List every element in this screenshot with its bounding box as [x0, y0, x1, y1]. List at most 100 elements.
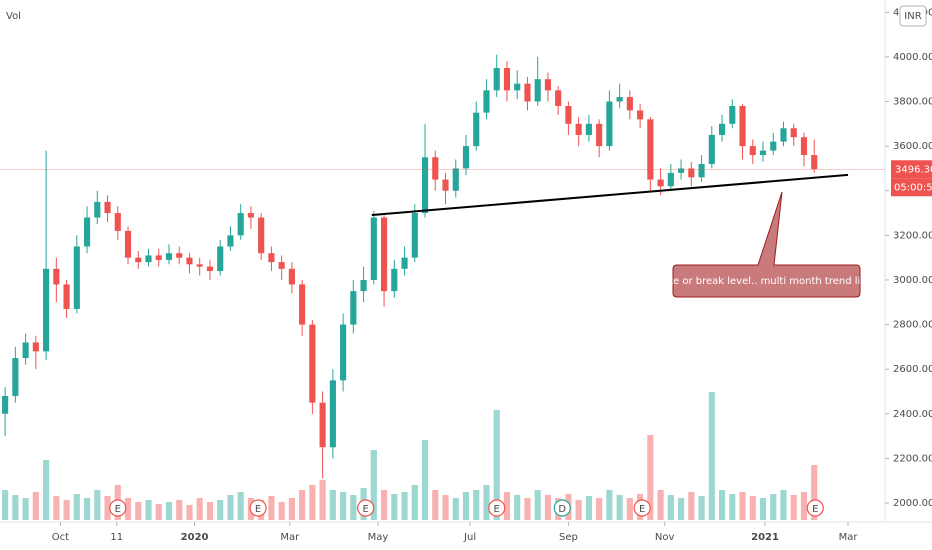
candle-body: [43, 268, 50, 352]
volume-bar: [432, 490, 439, 520]
candle-body: [739, 105, 746, 147]
candle-body: [411, 213, 418, 258]
volume-bar: [53, 496, 60, 520]
candle-body: [155, 255, 162, 260]
y-tick-label: 3600.00: [893, 141, 932, 152]
y-tick-label: 2400.00: [893, 409, 932, 420]
volume-bar: [667, 495, 674, 520]
volume-bar: [452, 498, 459, 520]
volume-bar: [94, 490, 101, 520]
volume-bar: [319, 480, 326, 520]
event-label[interactable]: D: [558, 504, 566, 515]
candle-body: [421, 157, 429, 214]
candle-body: [165, 253, 173, 260]
event-label[interactable]: E: [255, 504, 261, 515]
volume-bar: [165, 502, 173, 520]
volume-bar: [73, 494, 80, 520]
candle-body: [53, 268, 60, 285]
candle-body: [186, 257, 193, 265]
volume-bar: [647, 435, 654, 520]
volume-bar: [626, 498, 633, 520]
volume-bar: [217, 500, 224, 520]
volume-bar: [206, 502, 214, 520]
event-marker[interactable]: [249, 499, 267, 517]
candle-body: [22, 342, 29, 359]
volume-bar: [411, 485, 418, 520]
candle-body: [667, 172, 674, 187]
volume-bar: [473, 490, 480, 520]
candle-body: [585, 123, 592, 135]
volume-bar: [739, 492, 746, 520]
volume-bar: [155, 504, 162, 520]
candle-body: [462, 146, 470, 169]
volume-bar: [575, 500, 582, 520]
candle-body: [800, 137, 808, 156]
candle-body: [811, 155, 818, 170]
volume-bar: [657, 490, 664, 520]
volume-bar: [616, 495, 623, 520]
volume-bar: [770, 494, 777, 520]
volume-bar: [442, 495, 449, 520]
volume-bar: [288, 498, 295, 520]
volume-bar: [401, 492, 408, 520]
candle-body: [288, 268, 295, 285]
candle-body: [698, 163, 705, 178]
volume-bar: [462, 492, 470, 520]
event-label[interactable]: E: [494, 504, 500, 515]
volume-bar: [135, 502, 142, 520]
event-marker[interactable]: [109, 499, 127, 517]
y-tick-label: 4000.00: [893, 52, 932, 63]
currency-label[interactable]: INR: [904, 11, 921, 22]
candle-body: [770, 141, 777, 151]
candle-body: [749, 146, 756, 156]
y-tick-label: 2200.00: [893, 453, 932, 464]
candle-body: [196, 264, 203, 267]
candle-body: [483, 90, 490, 113]
volume-bar: [278, 502, 285, 520]
event-label[interactable]: E: [812, 504, 818, 515]
candle-body: [401, 257, 408, 269]
candle-body: [729, 105, 736, 124]
candle-body: [503, 68, 511, 91]
currency-box[interactable]: [899, 5, 927, 27]
candle-body: [596, 123, 603, 147]
volume-bar: [708, 392, 715, 520]
volume-bar: [43, 460, 50, 520]
volume-bar: [145, 500, 152, 520]
event-marker[interactable]: [488, 499, 506, 517]
candle-body: [104, 201, 111, 214]
candle-body: [278, 262, 285, 269]
x-tick-label: 2020: [181, 532, 209, 543]
x-tick-label: Jul: [463, 532, 476, 543]
candle-body: [145, 255, 152, 263]
candle-body: [32, 342, 39, 352]
volume-bar: [749, 496, 756, 520]
event-marker[interactable]: [633, 499, 651, 517]
y-tick-label: 3000.00: [893, 275, 932, 286]
volume-bar: [196, 498, 203, 520]
volume-bar: [63, 500, 70, 520]
candle-body: [524, 83, 531, 102]
countdown-label: 05:00:55: [894, 182, 932, 193]
event-label[interactable]: E: [639, 504, 645, 515]
callout: [672, 191, 861, 298]
volume-bar: [678, 498, 685, 520]
candle-body: [83, 217, 91, 247]
event-marker[interactable]: [357, 499, 375, 517]
volume-bar: [790, 495, 797, 520]
volume-bar: [606, 490, 613, 520]
candle-body: [360, 279, 367, 292]
volume-bar: [124, 498, 132, 520]
event-label[interactable]: E: [115, 504, 121, 515]
event-marker[interactable]: [806, 499, 824, 517]
volume-bar: [380, 490, 388, 520]
candle-body: [790, 128, 797, 138]
y-tick-label: 2800.00: [893, 320, 932, 331]
last-price-box: [891, 160, 932, 179]
event-label[interactable]: E: [362, 504, 368, 515]
event-marker[interactable]: [553, 499, 571, 517]
candle-body: [626, 97, 633, 111]
candle-body: [708, 134, 715, 164]
candle-body: [380, 217, 388, 292]
candle-body: [135, 257, 142, 263]
